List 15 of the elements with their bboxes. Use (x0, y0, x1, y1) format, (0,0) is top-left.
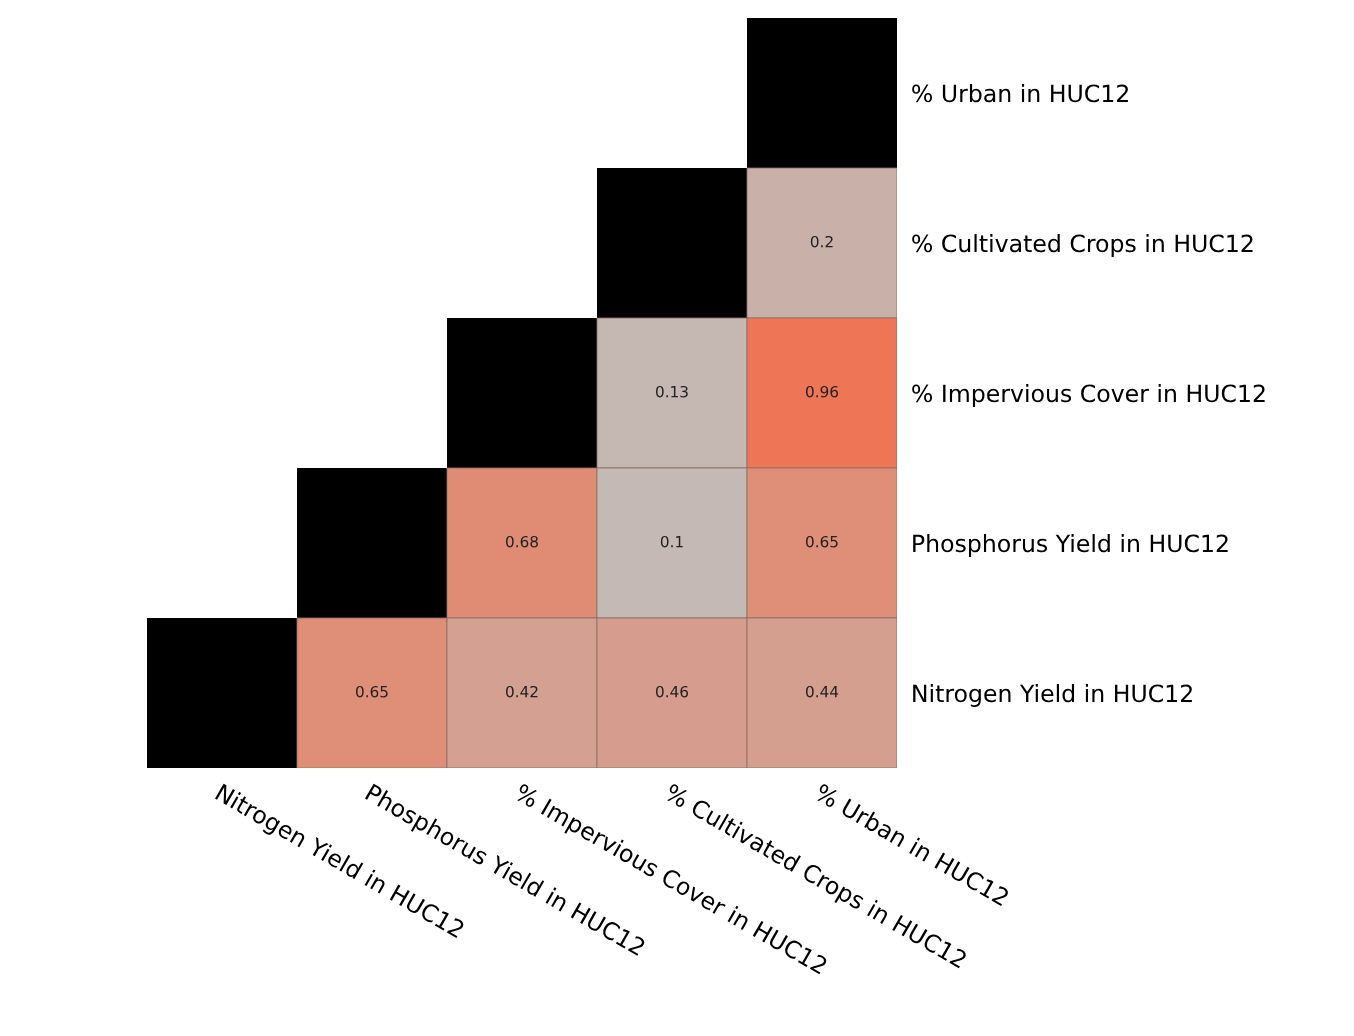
data-label: 0.96 (806, 385, 839, 398)
data-label: 0.68 (506, 535, 538, 548)
y-tick-label: % Impervious Cover in HUC12 (912, 384, 1265, 407)
data-label: 0.42 (506, 685, 538, 698)
data-label: 0.46 (656, 685, 689, 698)
data-label: 0.2 (810, 235, 833, 248)
y-tick-label: Phosphorus Yield in HUC12 (913, 534, 1228, 557)
y-tick-label: % Urban in HUC12 (912, 84, 1128, 103)
data-label: 0.44 (806, 685, 839, 698)
data-label: 0.65 (356, 685, 388, 698)
data-label: 0.65 (806, 535, 838, 548)
y-tick-label: % Cultivated Crops in HUC12 (912, 234, 1253, 257)
data-label: 0.13 (656, 385, 688, 398)
data-label: 0.1 (660, 535, 683, 548)
y-tick-label: Nitrogen Yield in HUC12 (913, 684, 1192, 707)
